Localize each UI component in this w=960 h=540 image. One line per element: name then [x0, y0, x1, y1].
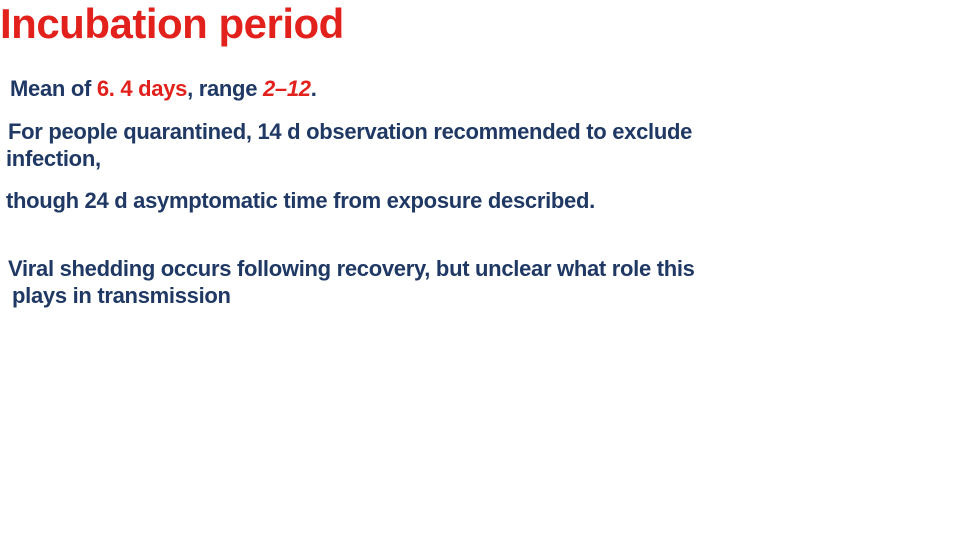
line1-post: .: [311, 76, 317, 101]
line1-mid: , range: [187, 76, 263, 101]
body-line-1: Mean of 6. 4 days, range 2–12.: [10, 75, 317, 103]
body-line-2b: infection,: [6, 145, 101, 173]
slide-title: Incubation period: [0, 0, 344, 48]
body-line-2a: For people quarantined, 14 d observation…: [8, 118, 692, 146]
body-line-4b: plays in transmission: [12, 282, 231, 310]
line1-highlight-range: 2–12: [263, 76, 311, 101]
line1-pre: Mean of: [10, 76, 97, 101]
line1-highlight-days: 6. 4 days: [97, 76, 187, 101]
body-line-4a: Viral shedding occurs following recovery…: [8, 255, 695, 283]
body-line-3: though 24 d asymptomatic time from expos…: [6, 187, 595, 215]
slide: Incubation period Mean of 6. 4 days, ran…: [0, 0, 960, 540]
